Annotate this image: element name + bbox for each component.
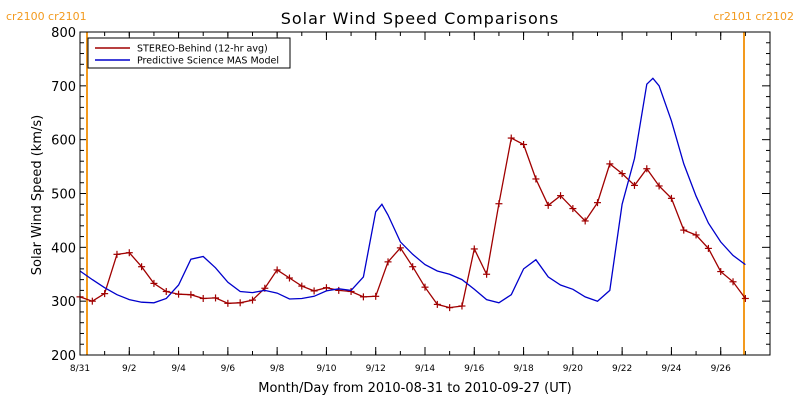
data-point [298, 282, 306, 290]
data-point [212, 294, 220, 302]
legend-label: STEREO-Behind (12-hr avg) [137, 44, 268, 55]
y-axis-label: Solar Wind Speed (km/s) [30, 115, 45, 275]
data-point [470, 245, 478, 253]
legend-box [87, 37, 291, 69]
plot-area: 200 300 400 500 600 700 800 8/31 9/2 9/4 9/6 9/8 9/1… [6, 10, 794, 374]
data-point [175, 290, 183, 298]
data-point [322, 284, 330, 292]
data-point [741, 294, 749, 302]
x-tick-label: 9/10 [316, 364, 336, 374]
data-point [717, 268, 725, 276]
data-point [384, 258, 392, 266]
x-tick-label: 9/22 [612, 364, 632, 374]
data-point [581, 217, 589, 225]
data-point [630, 181, 638, 189]
data-point [285, 274, 293, 282]
data-point [113, 250, 121, 258]
data-point [249, 296, 256, 304]
data-point [162, 287, 170, 295]
data-point [433, 300, 441, 308]
data-point [594, 199, 601, 207]
data-point [507, 134, 515, 142]
x-tick-label: 9/20 [563, 364, 583, 374]
data-point [273, 266, 281, 274]
y-tick-label: 600 [51, 134, 76, 149]
data-point [692, 231, 700, 239]
y-tick-label: 400 [51, 241, 76, 256]
data-point [495, 200, 503, 208]
x-tick-label: 9/2 [122, 364, 136, 374]
data-point [643, 165, 651, 173]
y-tick-label: 800 [51, 26, 76, 41]
data-point [396, 244, 404, 252]
data-point [458, 302, 466, 310]
data-point [359, 293, 367, 301]
data-point [138, 263, 146, 271]
x-tick-label: 9/26 [711, 364, 731, 374]
data-point [236, 299, 244, 307]
data-point [606, 160, 614, 168]
x-tick-label: 9/24 [661, 364, 681, 374]
data-point [125, 249, 133, 257]
data-point [655, 182, 663, 190]
data-point [532, 175, 540, 183]
data-point [347, 287, 355, 295]
x-tick-label: 9/12 [366, 364, 386, 374]
data-point [557, 192, 565, 200]
data-point [187, 291, 195, 299]
x-tick-label: 9/6 [221, 364, 236, 374]
x-tick-label: 9/16 [464, 364, 484, 374]
y-tick-label: 500 [51, 188, 76, 203]
data-point [680, 226, 688, 234]
data-point [544, 201, 552, 209]
legend: STEREO-Behind (12-hr avg)Predictive Scie… [87, 37, 291, 69]
data-point [310, 287, 318, 295]
data-point [421, 283, 429, 291]
data-point [729, 278, 737, 286]
data-point [446, 304, 454, 312]
data-point [101, 290, 109, 298]
carrington-marker-label: cr2101 cr2102 [713, 10, 794, 23]
y-tick-label: 200 [51, 349, 76, 364]
data-point [409, 263, 417, 271]
legend-label: Predictive Science MAS Model [137, 56, 279, 67]
plot-frame [79, 31, 771, 356]
x-tick-label: 8/31 [70, 364, 90, 374]
data-point [88, 297, 96, 305]
x-tick-label: 9/14 [415, 364, 435, 374]
y-tick-label: 300 [51, 295, 76, 310]
data-point [520, 141, 528, 149]
chart-title: Solar Wind Speed Comparisons [281, 9, 560, 28]
data-point [667, 194, 675, 202]
data-point [199, 294, 207, 302]
data-point [704, 244, 712, 252]
series-line-mas-model [79, 77, 746, 304]
data-point [618, 170, 626, 178]
data-point [483, 270, 491, 278]
data-point [150, 279, 158, 287]
data-point [569, 205, 577, 213]
data-point [372, 292, 380, 300]
carrington-marker-label: cr2100 cr2101 [6, 10, 87, 23]
x-tick-label: 9/4 [171, 364, 186, 374]
y-tick-label: 700 [51, 80, 76, 95]
x-tick-label: 9/8 [270, 364, 285, 374]
x-tick-label: 9/18 [513, 364, 533, 374]
x-axis-label: Month/Day from 2010-08-31 to 2010-09-27 … [258, 381, 571, 396]
data-point [335, 286, 343, 294]
data-point [224, 299, 232, 307]
